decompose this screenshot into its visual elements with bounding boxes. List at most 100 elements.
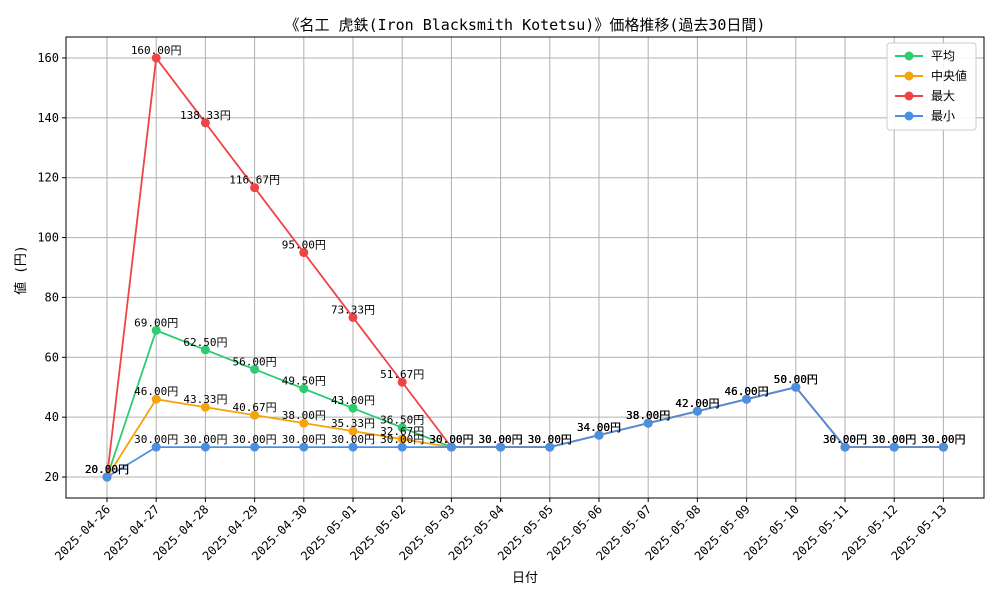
data-label: 30.00円 — [134, 433, 178, 446]
y-tick-label: 80 — [45, 290, 59, 304]
data-point — [594, 430, 604, 440]
data-label: 42.00円 — [675, 397, 719, 410]
data-point — [250, 183, 260, 193]
data-label: 50.00円 — [774, 373, 818, 386]
data-label: 38.00円 — [282, 409, 326, 422]
data-point — [742, 394, 752, 404]
series-layer — [102, 53, 948, 482]
data-label: 40.67円 — [233, 401, 277, 414]
legend-label: 中央値 — [931, 68, 967, 83]
y-axis-ticks: 20 40 60 80 100 120 140 160 — [37, 51, 66, 484]
data-point — [397, 377, 407, 387]
y-tick-label: 120 — [37, 171, 59, 185]
data-label: 30.00円 — [479, 433, 523, 446]
legend-box — [886, 42, 977, 131]
data-label: 30.00円 — [872, 433, 916, 446]
data-point — [200, 345, 210, 355]
data-label: 160.00円 — [131, 44, 182, 57]
x-axis-ticks: 2025-04-262025-04-272025-04-282025-04-29… — [52, 498, 950, 563]
data-label: 30.00円 — [479, 433, 523, 446]
data-point — [151, 325, 161, 335]
data-point — [299, 418, 309, 428]
data-point — [250, 410, 260, 420]
y-tick-label: 60 — [45, 350, 59, 364]
chart-title: 《名工 虎鉄(Iron Blacksmith Kotetsu)》価格推移(過去3… — [285, 16, 766, 34]
data-label: 56.00円 — [233, 355, 277, 368]
data-point — [102, 472, 112, 482]
data-point — [840, 442, 850, 452]
data-label: 50.00円 — [774, 373, 818, 386]
data-label: 36.50円 — [380, 414, 424, 427]
data-point — [200, 118, 210, 128]
data-label: 30.00円 — [233, 433, 277, 446]
legend-marker-0 — [904, 51, 914, 61]
data-point — [151, 53, 161, 63]
data-label: 49.50円 — [282, 375, 326, 388]
data-label: 42.00円 — [675, 397, 719, 410]
data-label: 38.00円 — [626, 409, 670, 422]
data-label: 34.00円 — [577, 421, 621, 434]
data-label: 46.00円 — [725, 385, 769, 398]
data-label: 30.00円 — [479, 433, 523, 446]
plot-frame — [65, 36, 985, 499]
data-label: 30.00円 — [380, 433, 424, 446]
data-label: 20.00円 — [85, 463, 129, 476]
data-point — [791, 382, 801, 392]
data-label: 30.00円 — [921, 433, 965, 446]
data-label: 30.00円 — [823, 433, 867, 446]
data-label: 34.00円 — [577, 421, 621, 434]
series-line-3 — [106, 386, 944, 478]
data-label: 38.00円 — [626, 409, 670, 422]
data-point — [250, 364, 260, 374]
data-point — [397, 442, 407, 452]
data-label: 30.00円 — [921, 433, 965, 446]
data-label: 30.00円 — [872, 433, 916, 446]
data-point — [545, 442, 555, 452]
data-label: 30.00円 — [479, 433, 523, 446]
data-label: 50.00円 — [774, 373, 818, 386]
data-label: 138.33円 — [180, 109, 231, 122]
y-axis-label: 値 (円) — [13, 245, 29, 294]
data-label: 30.00円 — [872, 433, 916, 446]
data-label: 34.00円 — [577, 421, 621, 434]
data-label: 30.00円 — [528, 433, 572, 446]
data-label: 35.33円 — [331, 417, 375, 430]
data-label: 73.33円 — [331, 303, 375, 316]
data-label: 62.50円 — [183, 336, 227, 349]
data-label: 30.00円 — [429, 433, 473, 446]
data-label: 20.00円 — [85, 463, 129, 476]
grid — [66, 37, 984, 498]
data-label: 43.00円 — [331, 394, 375, 407]
y-tick-label: 40 — [45, 410, 59, 424]
data-point — [299, 442, 309, 452]
data-point — [151, 394, 161, 404]
data-point — [200, 442, 210, 452]
data-labels: 20.00円 69.00円 62.50円 56.00円 49.50円 43.00円 36.5… — [85, 44, 966, 476]
data-label: 30.00円 — [528, 433, 572, 446]
data-label: 30.00円 — [528, 433, 572, 446]
data-label: 95.00円 — [282, 239, 326, 252]
y-tick-label: 100 — [37, 231, 59, 245]
data-label: 30.00円 — [429, 433, 473, 446]
x-axis-label: 日付 — [512, 571, 538, 586]
data-label: 20.00円 — [85, 463, 129, 476]
data-point — [446, 442, 456, 452]
data-label: 46.00円 — [134, 385, 178, 398]
data-point — [299, 384, 309, 394]
data-label: 30.00円 — [921, 433, 965, 446]
data-point — [348, 312, 358, 322]
data-label: 30.00円 — [429, 433, 473, 446]
data-point — [643, 418, 653, 428]
data-point — [299, 248, 309, 258]
data-label: 30.00円 — [921, 433, 965, 446]
legend-label: 最大 — [931, 89, 955, 103]
data-point — [889, 442, 899, 452]
data-point — [200, 402, 210, 412]
data-label: 51.67円 — [380, 368, 424, 381]
y-tick-label: 20 — [45, 470, 59, 484]
legend-label: 最小 — [931, 109, 955, 123]
legend-marker-3 — [904, 111, 914, 121]
data-label: 42.00円 — [675, 397, 719, 410]
data-label: 69.00円 — [134, 316, 178, 329]
